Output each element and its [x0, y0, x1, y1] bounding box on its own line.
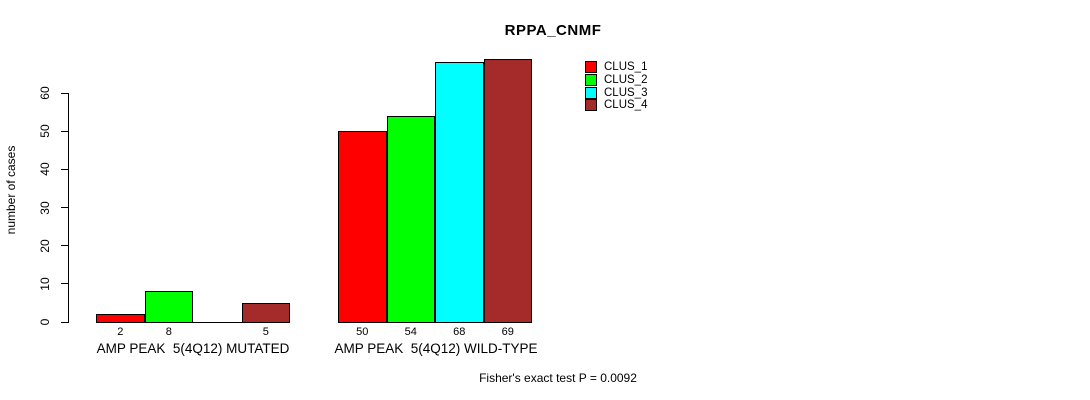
bar-clus_1-group2 — [338, 131, 387, 323]
x-category-label-mutated: AMP PEAK 5(4Q12) MUTATED — [96, 341, 290, 356]
legend-label: CLUS_3 — [604, 86, 648, 99]
bar-value-label: 68 — [453, 326, 466, 338]
bar-clus_2-group2 — [386, 115, 435, 323]
y-tick-label: 0 — [38, 318, 52, 326]
legend-item-clus_3: CLUS_3 — [585, 86, 715, 100]
y-tick-label: 50 — [38, 124, 52, 138]
legend: CLUS_1 CLUS_2 CLUS_3 CLUS_4 — [585, 61, 715, 121]
y-tick-label: 20 — [38, 238, 52, 253]
bar-clus_4-group1 — [241, 302, 290, 323]
bar-clus_3-group2 — [435, 62, 484, 323]
bar-value-label: 54 — [404, 326, 417, 338]
y-tick-mark — [61, 283, 68, 285]
legend-label: CLUS_2 — [604, 73, 648, 86]
y-tick-label: 40 — [38, 162, 52, 177]
zero-bar-clus_3-group1 — [193, 322, 242, 323]
y-tick-label: 30 — [38, 200, 52, 215]
y-tick-mark — [61, 168, 68, 170]
y-axis-label: number of cases — [4, 145, 18, 235]
bar-value-label: 69 — [501, 326, 514, 338]
bar-clus_4-group2 — [483, 58, 532, 323]
chart-title: RPPA_CNMF — [504, 22, 602, 39]
legend-swatch-clus_3 — [585, 86, 597, 99]
legend-item-clus_4: CLUS_4 — [585, 99, 715, 112]
bar-value-label: 2 — [117, 326, 124, 338]
y-tick-label: 10 — [38, 277, 52, 291]
legend-label: CLUS_4 — [604, 99, 648, 112]
legend-item-clus_1: CLUS_1 — [585, 61, 715, 74]
y-tick-mark — [61, 130, 68, 132]
legend-swatch-clus_4 — [585, 99, 597, 112]
y-axis-line — [68, 93, 69, 323]
legend-label: CLUS_1 — [604, 61, 648, 73]
fisher-test-annotation: Fisher's exact test P = 0.0092 — [479, 371, 637, 385]
legend-swatch-clus_1 — [585, 61, 597, 73]
legend-item-clus_2: CLUS_2 — [585, 73, 715, 87]
bar-clus_2-group1 — [144, 291, 193, 323]
y-tick-label: 60 — [38, 86, 52, 100]
bar-value-label: 50 — [356, 326, 369, 338]
y-tick-mark — [61, 245, 68, 247]
y-tick-mark — [61, 321, 68, 323]
x-category-label-wild-type: AMP PEAK 5(4Q12) WILD-TYPE — [334, 341, 538, 356]
y-tick-mark — [61, 92, 68, 94]
bar-value-label: 5 — [262, 326, 269, 338]
y-tick-mark — [61, 207, 68, 208]
bar-clus_1-group1 — [96, 314, 145, 323]
bar-value-label: 8 — [165, 326, 172, 338]
legend-swatch-clus_2 — [585, 73, 597, 86]
